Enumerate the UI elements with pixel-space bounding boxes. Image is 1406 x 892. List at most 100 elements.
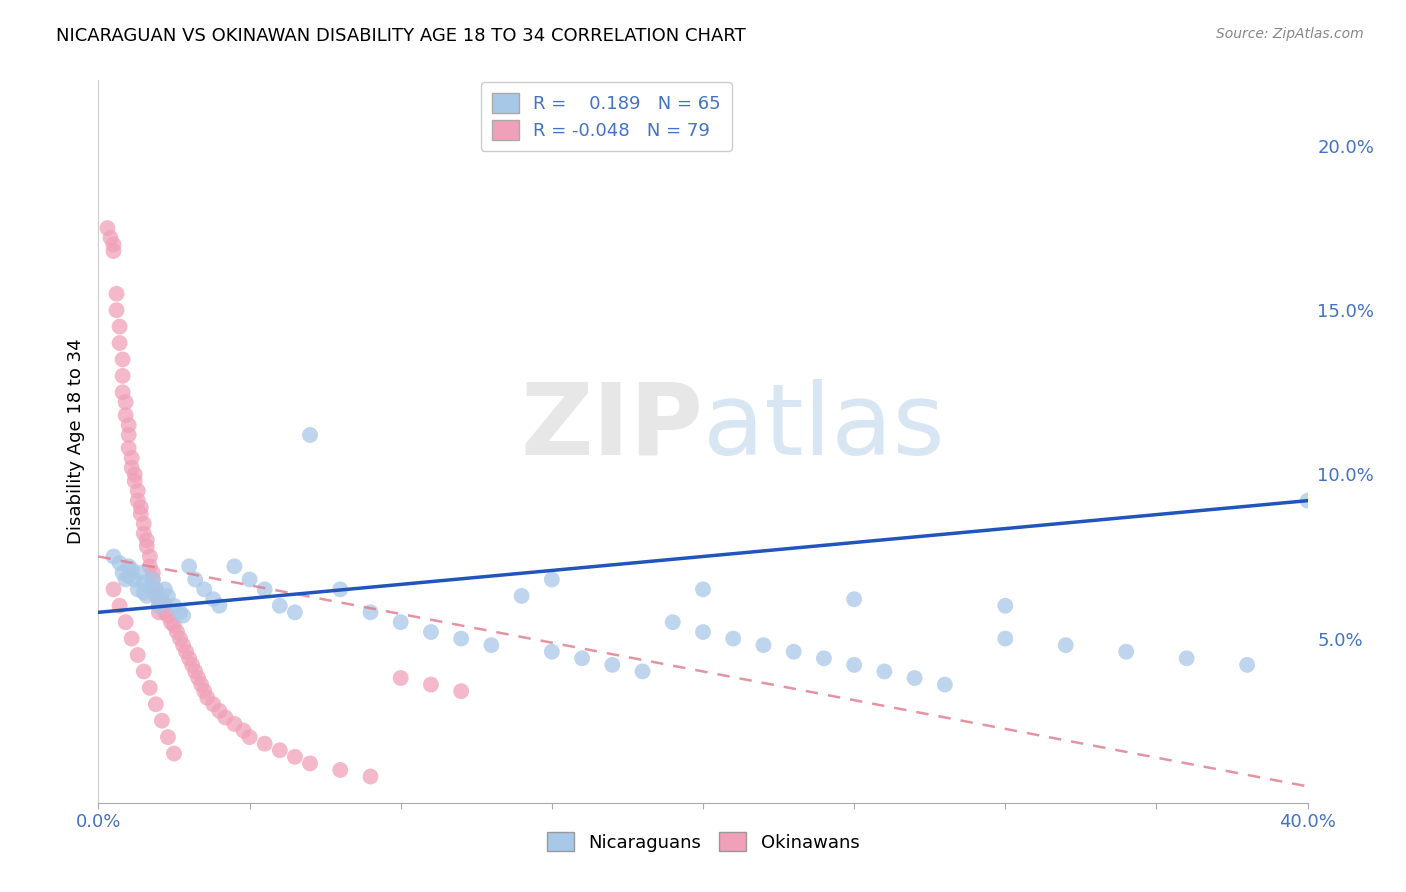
- Point: [163, 618, 186, 632]
- Text: atlas: atlas: [703, 378, 945, 475]
- Point: [139, 559, 162, 574]
- Point: [239, 573, 262, 587]
- Point: [132, 665, 155, 679]
- Point: [195, 690, 218, 705]
- Point: [172, 608, 194, 623]
- Point: [873, 665, 896, 679]
- Point: [783, 645, 806, 659]
- Point: [239, 730, 262, 744]
- Point: [148, 605, 170, 619]
- Point: [129, 500, 152, 515]
- Point: [139, 579, 162, 593]
- Point: [360, 605, 382, 619]
- Point: [540, 645, 562, 659]
- Point: [163, 599, 186, 613]
- Point: [329, 582, 352, 597]
- Point: [135, 540, 157, 554]
- Point: [187, 671, 209, 685]
- Text: NICARAGUAN VS OKINAWAN DISABILITY AGE 18 TO 34 CORRELATION CHART: NICARAGUAN VS OKINAWAN DISABILITY AGE 18…: [56, 27, 747, 45]
- Point: [174, 645, 197, 659]
- Point: [420, 625, 443, 640]
- Point: [994, 632, 1017, 646]
- Point: [169, 632, 191, 646]
- Point: [190, 677, 212, 691]
- Point: [111, 368, 134, 383]
- Point: [184, 665, 207, 679]
- Point: [284, 749, 307, 764]
- Point: [360, 770, 382, 784]
- Point: [111, 385, 134, 400]
- Point: [145, 589, 167, 603]
- Point: [540, 573, 562, 587]
- Point: [1115, 645, 1137, 659]
- Y-axis label: Disability Age 18 to 34: Disability Age 18 to 34: [66, 339, 84, 544]
- Point: [269, 599, 291, 613]
- Point: [193, 684, 215, 698]
- Point: [145, 698, 167, 712]
- Point: [114, 615, 136, 630]
- Point: [153, 599, 176, 613]
- Point: [450, 632, 472, 646]
- Point: [124, 474, 146, 488]
- Point: [150, 714, 173, 728]
- Point: [118, 418, 141, 433]
- Point: [253, 737, 276, 751]
- Point: [129, 507, 152, 521]
- Point: [181, 657, 204, 672]
- Point: [1054, 638, 1077, 652]
- Point: [153, 605, 176, 619]
- Point: [269, 743, 291, 757]
- Point: [127, 483, 149, 498]
- Point: [111, 566, 134, 580]
- Point: [132, 585, 155, 599]
- Point: [571, 651, 593, 665]
- Point: [661, 615, 683, 630]
- Point: [118, 428, 141, 442]
- Point: [156, 730, 179, 744]
- Point: [299, 428, 322, 442]
- Point: [142, 573, 165, 587]
- Point: [124, 573, 146, 587]
- Point: [129, 566, 152, 580]
- Point: [103, 237, 125, 252]
- Point: [118, 569, 141, 583]
- Point: [127, 648, 149, 662]
- Point: [844, 657, 866, 672]
- Point: [118, 559, 141, 574]
- Point: [752, 638, 775, 652]
- Point: [224, 717, 246, 731]
- Point: [253, 582, 276, 597]
- Point: [153, 582, 176, 597]
- Point: [108, 556, 131, 570]
- Point: [135, 533, 157, 547]
- Point: [156, 608, 179, 623]
- Point: [108, 319, 131, 334]
- Point: [118, 441, 141, 455]
- Point: [208, 704, 231, 718]
- Point: [179, 559, 201, 574]
- Point: [481, 638, 503, 652]
- Point: [1175, 651, 1198, 665]
- Point: [114, 395, 136, 409]
- Point: [145, 582, 167, 597]
- Point: [163, 747, 186, 761]
- Point: [108, 336, 131, 351]
- Point: [121, 563, 143, 577]
- Point: [420, 677, 443, 691]
- Point: [602, 657, 624, 672]
- Point: [208, 599, 231, 613]
- Point: [148, 599, 170, 613]
- Point: [103, 549, 125, 564]
- Point: [299, 756, 322, 771]
- Point: [169, 605, 191, 619]
- Point: [150, 592, 173, 607]
- Point: [166, 625, 188, 640]
- Point: [631, 665, 654, 679]
- Point: [179, 651, 201, 665]
- Point: [329, 763, 352, 777]
- Point: [114, 573, 136, 587]
- Point: [692, 625, 714, 640]
- Point: [1296, 493, 1319, 508]
- Point: [844, 592, 866, 607]
- Point: [193, 582, 215, 597]
